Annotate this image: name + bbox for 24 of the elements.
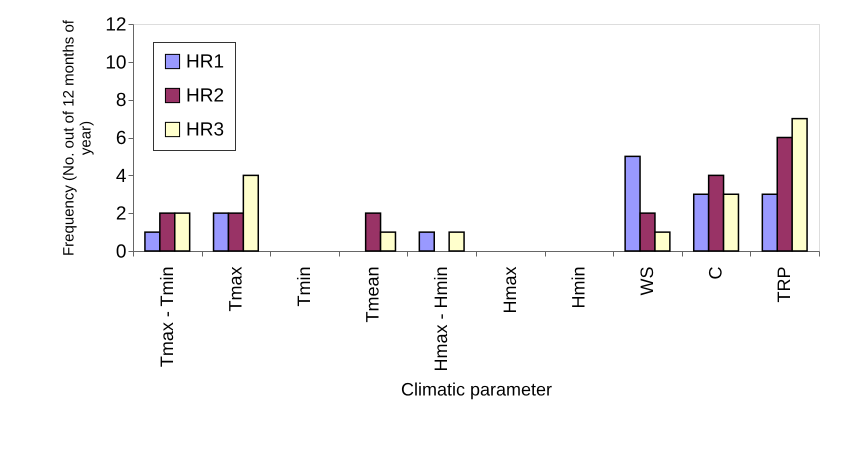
bar: [448, 231, 465, 252]
y-tick-label: 10: [105, 52, 126, 74]
x-tick-label: Tmean: [362, 266, 383, 323]
x-tick-label: TRP: [774, 266, 794, 302]
y-tick-label: 8: [116, 90, 126, 112]
y-tick-label: 12: [105, 14, 126, 36]
x-tick-label: C: [706, 266, 726, 280]
y-tick-label: 2: [116, 204, 126, 225]
y-tick-label: 0: [116, 242, 126, 262]
x-tick-label: Tmin: [294, 266, 314, 306]
legend-label: HR1: [186, 52, 224, 72]
bar: [418, 231, 435, 252]
x-axis-title: Climatic parameter: [400, 380, 552, 400]
legend-label: HR2: [186, 86, 224, 106]
legend-label: HR3: [186, 120, 224, 140]
x-tick-label: Hmin: [568, 266, 588, 309]
x-tick-label: Hmax - Hmin: [431, 266, 452, 372]
x-tick-label: Hmax: [500, 266, 520, 314]
x-tick-label: WS: [637, 266, 657, 296]
y-axis-title: Frequency (No. out of 12 months of year): [60, 19, 94, 256]
x-tick-label: Tmax: [225, 266, 246, 312]
y-tick-label: 4: [116, 166, 127, 187]
y-tick-label: 6: [116, 128, 126, 149]
x-tick-label: Tmax - Tmin: [156, 266, 177, 368]
